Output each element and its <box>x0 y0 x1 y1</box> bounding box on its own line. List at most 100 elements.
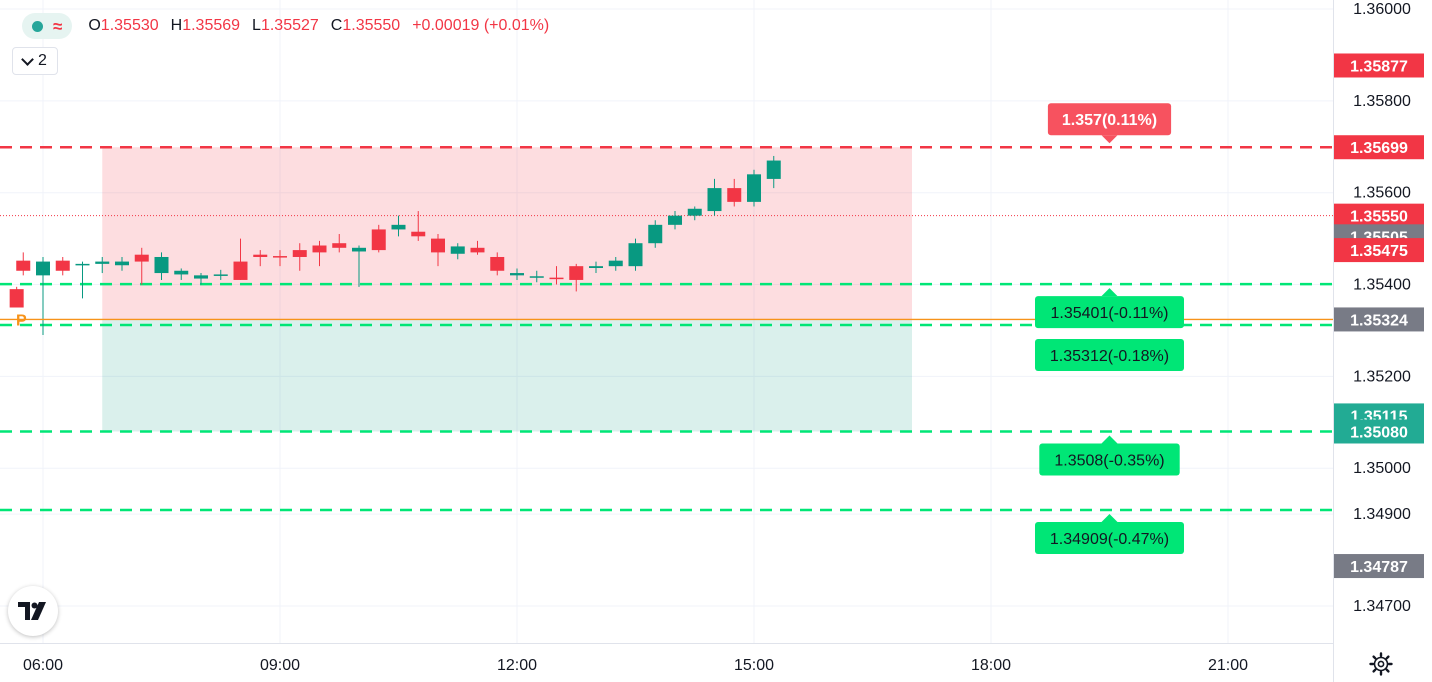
line-label[interactable]: 1.357(0.11%) <box>1047 103 1172 144</box>
candle[interactable] <box>391 215 406 237</box>
price-tick-label: 1.36000 <box>1353 1 1411 18</box>
price-tag-text: 1.35475 <box>1350 243 1408 260</box>
position-box[interactable] <box>102 147 912 432</box>
candle-body <box>332 243 347 248</box>
candle[interactable] <box>747 169 761 207</box>
candle[interactable] <box>273 250 287 267</box>
candle[interactable] <box>36 256 50 336</box>
line-label[interactable]: 1.34909(-0.47%) <box>1035 514 1184 555</box>
gear-icon[interactable] <box>1368 651 1394 677</box>
candle-body <box>411 231 426 237</box>
candle-body <box>450 246 465 254</box>
time-axis[interactable] <box>0 643 1333 682</box>
candle[interactable] <box>648 220 663 248</box>
candle-body <box>352 247 366 252</box>
candle-body <box>134 254 149 262</box>
candle[interactable] <box>569 263 584 292</box>
candle[interactable] <box>16 252 31 276</box>
candle[interactable] <box>470 240 485 255</box>
candle[interactable] <box>766 155 781 189</box>
candle-body <box>253 254 268 257</box>
candle-body <box>549 277 564 280</box>
price-tag-bg <box>1334 135 1424 160</box>
price-tag: 1.35475 <box>1334 238 1424 263</box>
candle[interactable] <box>707 178 722 216</box>
line-label-text: 1.357(0.11%) <box>1062 112 1157 129</box>
candle[interactable] <box>194 273 208 285</box>
candle[interactable] <box>174 268 189 280</box>
line-label[interactable]: 1.3508(-0.35%) <box>1039 435 1180 476</box>
candle[interactable] <box>9 286 24 308</box>
price-tick-label: 1.35000 <box>1353 460 1411 477</box>
price-tick-label: 1.35400 <box>1353 277 1411 294</box>
candle[interactable] <box>668 211 682 230</box>
tradingview-logo-icon[interactable] <box>8 586 58 636</box>
candle-body <box>95 261 110 264</box>
candle[interactable] <box>154 252 169 280</box>
candle[interactable] <box>608 256 623 271</box>
candle-body <box>431 238 445 253</box>
candle-body <box>628 243 643 267</box>
candle[interactable] <box>312 240 327 267</box>
candle[interactable] <box>55 256 70 276</box>
line-labels[interactable]: 1.357(0.11%) 1.35401(-0.11%) 1.35312(-0.18… <box>1035 103 1184 555</box>
candle-body <box>75 263 90 266</box>
price-tag-text: 1.35550 <box>1350 209 1408 226</box>
candle[interactable] <box>75 261 90 299</box>
candle[interactable] <box>134 247 149 285</box>
time-tick-label: 09:00 <box>260 657 300 674</box>
time-tick-label: 12:00 <box>497 657 537 674</box>
candle-body <box>174 270 189 275</box>
high-value: H1.35569 <box>170 17 241 34</box>
line-label-bg <box>1035 338 1184 371</box>
time-tick-label: 18:00 <box>971 657 1011 674</box>
status-dot-icon <box>32 20 43 32</box>
candle-body <box>589 266 603 269</box>
line-label-bg <box>1047 103 1172 136</box>
close-value: C1.35550 <box>330 17 401 34</box>
candle[interactable] <box>332 234 347 253</box>
candle[interactable] <box>490 252 505 276</box>
position-loss-zone[interactable] <box>102 147 912 320</box>
candle[interactable] <box>628 238 643 271</box>
time-tick-label: 21:00 <box>1208 657 1248 674</box>
price-tag: 1.35080 <box>1334 419 1424 444</box>
candle[interactable] <box>253 250 268 267</box>
candle[interactable] <box>352 245 366 287</box>
line-label-bg <box>1035 522 1184 555</box>
line-label[interactable]: 1.35401(-0.11%) <box>1035 288 1184 329</box>
candle[interactable] <box>233 238 248 280</box>
candle[interactable] <box>95 256 110 274</box>
candle[interactable] <box>450 243 465 260</box>
candle[interactable] <box>292 243 307 271</box>
candle-body <box>510 273 524 276</box>
position-profit-zone[interactable] <box>102 319 912 432</box>
status-pill[interactable]: ≈ <box>22 13 73 39</box>
candle-body <box>470 247 485 253</box>
candlestick-series[interactable] <box>9 155 781 336</box>
candle[interactable] <box>510 268 524 280</box>
price-tag-bg <box>1334 419 1424 444</box>
candle[interactable] <box>727 178 742 207</box>
candle-body <box>766 160 781 179</box>
time-tick-label: 06:00 <box>23 657 63 674</box>
line-label-text: 1.34909(-0.47%) <box>1050 531 1169 548</box>
candle-body <box>727 188 742 202</box>
candle[interactable] <box>371 224 386 253</box>
candle[interactable] <box>213 269 228 280</box>
indicators-collapse-button[interactable]: 2 <box>12 47 58 75</box>
price-tag: 1.34787 <box>1334 554 1424 579</box>
candle-body <box>16 260 31 271</box>
candle[interactable] <box>589 261 603 274</box>
candle-body <box>608 260 623 267</box>
candle[interactable] <box>549 266 564 285</box>
candle[interactable] <box>411 211 426 241</box>
candle-body <box>55 260 70 271</box>
price-tag-text: 1.35324 <box>1350 312 1408 329</box>
candle[interactable] <box>115 256 129 271</box>
line-label[interactable]: 1.35312(-0.18%) <box>1035 338 1184 371</box>
candle[interactable] <box>529 270 544 283</box>
candle[interactable] <box>431 234 445 267</box>
candle[interactable] <box>687 206 702 221</box>
